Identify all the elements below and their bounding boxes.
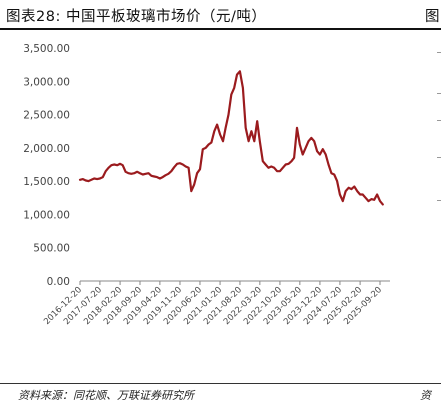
y-tick-label: 2,000.00	[23, 143, 70, 155]
y-tick-label: 500.00	[33, 243, 70, 255]
right-edge-tick	[437, 200, 441, 201]
footer-rule	[0, 383, 441, 384]
y-tick-label: 0.00	[47, 276, 70, 288]
right-edge-tick	[437, 157, 441, 158]
y-tick-label: 1,500.00	[23, 176, 70, 188]
cut-off-source: 资	[420, 389, 431, 402]
header-rule	[0, 28, 441, 30]
y-tick-label: 3,000.00	[23, 76, 70, 88]
y-tick-label: 2,500.00	[23, 110, 70, 122]
y-tick-label: 3,500.00	[23, 43, 70, 55]
right-edge-tick	[437, 120, 441, 121]
y-tick-label: 1,000.00	[23, 209, 70, 221]
price-line-chart: 0.00 500.00 1,000.00 1,500.00 2,000.00 2,500.…	[23, 43, 390, 327]
series-line	[78, 70, 384, 206]
x-axis: 2016-12-202017-07-202018-02-202018-09-20…	[42, 280, 390, 327]
right-edge-tick	[437, 93, 441, 94]
chart-title: 图表28: 中国平板玻璃市场价（元/吨）	[6, 9, 267, 25]
cut-off-title: 图	[425, 9, 440, 25]
series-layer	[78, 70, 384, 206]
source-note: 资料来源：同花顺、万联证券研究所	[18, 389, 194, 402]
right-edge-tick	[437, 52, 441, 53]
y-axis: 0.00 500.00 1,000.00 1,500.00 2,000.00 2,500.…	[23, 43, 70, 288]
